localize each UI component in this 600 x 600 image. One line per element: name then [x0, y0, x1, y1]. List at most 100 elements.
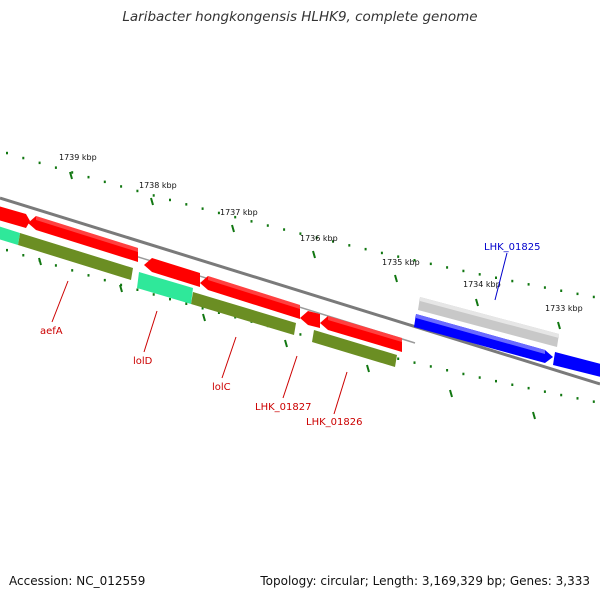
major-tick	[449, 389, 453, 398]
scale-dot	[6, 151, 8, 155]
scale-dot	[511, 383, 514, 386]
leader-line-aefA	[51, 280, 69, 323]
scale-dot	[217, 311, 220, 314]
scale-dot	[54, 166, 57, 169]
leader-line-lolC	[221, 336, 237, 379]
scale-dot	[446, 369, 449, 372]
major-tick	[284, 339, 288, 348]
cds-feature-edge[interactable]	[0, 205, 30, 228]
scale-dot	[152, 194, 155, 197]
major-tick	[202, 313, 206, 322]
cds-shine	[328, 316, 402, 342]
cds-shine	[36, 216, 138, 252]
gene-track-highlight-left	[0, 226, 20, 245]
major-tick	[312, 250, 316, 259]
tick-label-1735: 1735 kbp	[382, 258, 420, 267]
gene-track-highlight-lolD	[137, 272, 193, 304]
scale-dot	[299, 232, 302, 235]
major-tick	[38, 257, 42, 266]
major-tick	[366, 364, 370, 373]
leader-line-lolD	[143, 310, 158, 353]
scale-dot	[413, 259, 416, 262]
scale-dot	[38, 161, 41, 165]
gene-track-LHK_01826	[312, 330, 397, 367]
scale-dot	[185, 302, 188, 305]
leader-line-LHK_01827	[282, 355, 298, 399]
tick-label-1738: 1738 kbp	[139, 181, 177, 190]
scale-dot	[169, 297, 171, 301]
scale-dot	[380, 251, 383, 255]
scale-dots	[6, 151, 595, 403]
tick-label-1737: 1737 kbp	[220, 208, 258, 217]
scale-dot	[560, 393, 563, 397]
major-tick	[394, 274, 398, 283]
scale-dot	[397, 357, 400, 360]
scale-dot	[495, 379, 497, 383]
major-tick	[231, 224, 235, 233]
scale-dot	[429, 365, 432, 368]
scale-dot	[71, 171, 74, 174]
major-tick	[150, 197, 154, 206]
scale-dot	[462, 269, 465, 273]
major-tick	[475, 298, 479, 307]
gene-track-aefA	[18, 233, 133, 280]
scale-dot	[54, 264, 57, 267]
scale-dot	[103, 278, 106, 282]
major-tick	[69, 171, 73, 180]
scale-dot	[543, 286, 546, 289]
cds-feature-LHK_01826[interactable]	[320, 316, 402, 352]
scale-dot	[364, 247, 367, 251]
tick-label-1739: 1739 kbp	[59, 153, 97, 162]
gene-track-lolC	[191, 292, 296, 335]
scale-dot	[6, 248, 8, 252]
scale-dot	[576, 292, 579, 296]
scale-dot	[446, 266, 449, 269]
scale-dot	[87, 175, 90, 179]
scale-dot	[217, 211, 220, 215]
scale-dot	[201, 207, 204, 210]
gene-label-LHK_01825[interactable]: LHK_01825	[484, 242, 540, 253]
scale-dot	[332, 240, 334, 243]
leader-line-LHK_01826	[333, 371, 348, 415]
genome-summary-text: Topology: circular; Length: 3,169,329 bp…	[260, 574, 590, 588]
scale-dot	[22, 156, 25, 160]
cds-feature-lolD[interactable]	[144, 258, 200, 287]
scale-dot	[592, 295, 595, 299]
cds-feature-forward-2[interactable]	[553, 352, 600, 378]
scale-dot	[511, 279, 514, 283]
major-tick	[557, 321, 561, 330]
scale-dot	[527, 386, 530, 390]
scale-dot	[120, 185, 123, 188]
gene-label-lolC[interactable]: lolC	[212, 382, 231, 393]
cds-forward-shade	[416, 314, 545, 354]
cds-feature-LHK_01827[interactable]	[300, 311, 320, 328]
scale-dot	[266, 224, 269, 227]
cds-shine	[208, 276, 300, 309]
scale-dot	[87, 274, 90, 277]
scale-dot	[283, 228, 286, 231]
major-tick	[119, 284, 123, 293]
scale-dot	[478, 273, 481, 276]
genome-title: Laribacter hongkongensis HLHK9, complete…	[122, 9, 478, 25]
scale-dot	[71, 269, 74, 272]
gene-label-LHK_01827[interactable]: LHK_01827	[255, 402, 311, 413]
scale-dot	[185, 203, 188, 206]
scale-dot	[462, 372, 465, 376]
gene-label-aefA[interactable]: aefA	[40, 326, 63, 337]
tick-label-1734: 1734 kbp	[463, 280, 501, 289]
cds-feature-lolC[interactable]	[200, 276, 300, 319]
scale-dot	[22, 254, 25, 257]
scale-dot	[120, 283, 123, 287]
scale-dot	[299, 333, 302, 336]
gene-label-lolD[interactable]: lolD	[133, 356, 153, 367]
scale-dot	[429, 262, 432, 266]
gene-label-LHK_01826[interactable]: LHK_01826	[306, 417, 362, 428]
rna-feature-shade	[420, 297, 559, 338]
scale-dot	[348, 244, 351, 247]
scale-dot	[169, 198, 171, 202]
cds-feature-aefA[interactable]	[28, 216, 138, 262]
scale-dot	[103, 180, 106, 184]
scale-dot	[527, 283, 530, 286]
